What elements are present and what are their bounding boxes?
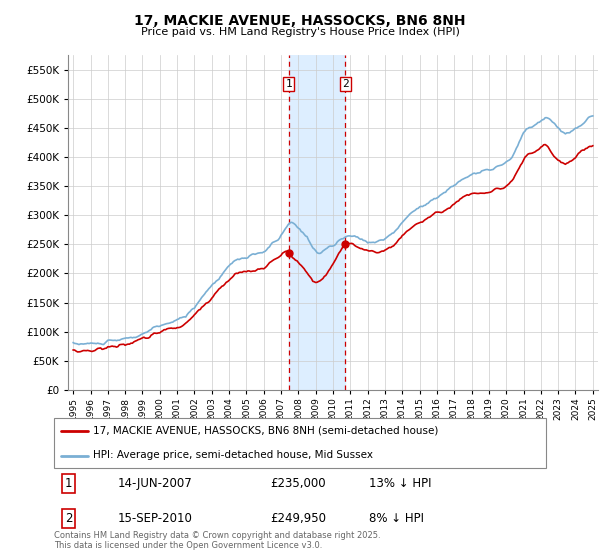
Bar (289, 55, 345, 390)
Text: 17, MACKIE AVENUE, HASSOCKS, BN6 8NH (semi-detached house): 17, MACKIE AVENUE, HASSOCKS, BN6 8NH (se… (94, 426, 439, 436)
Text: 1: 1 (65, 477, 73, 490)
Text: 8% ↓ HPI: 8% ↓ HPI (369, 512, 424, 525)
Text: 13% ↓ HPI: 13% ↓ HPI (369, 477, 431, 490)
Text: HPI: Average price, semi-detached house, Mid Sussex: HPI: Average price, semi-detached house,… (94, 450, 373, 460)
Text: 1: 1 (286, 79, 292, 89)
Text: Contains HM Land Registry data © Crown copyright and database right 2025.
This d: Contains HM Land Registry data © Crown c… (54, 530, 380, 550)
Text: £235,000: £235,000 (271, 477, 326, 490)
Text: 2: 2 (342, 79, 349, 89)
Text: 14-JUN-2007: 14-JUN-2007 (118, 477, 193, 490)
Text: 15-SEP-2010: 15-SEP-2010 (118, 512, 193, 525)
FancyBboxPatch shape (54, 418, 546, 468)
Text: £249,950: £249,950 (271, 512, 326, 525)
Text: 17, MACKIE AVENUE, HASSOCKS, BN6 8NH: 17, MACKIE AVENUE, HASSOCKS, BN6 8NH (134, 14, 466, 28)
Text: Price paid vs. HM Land Registry's House Price Index (HPI): Price paid vs. HM Land Registry's House … (140, 27, 460, 37)
Text: 2: 2 (65, 512, 73, 525)
